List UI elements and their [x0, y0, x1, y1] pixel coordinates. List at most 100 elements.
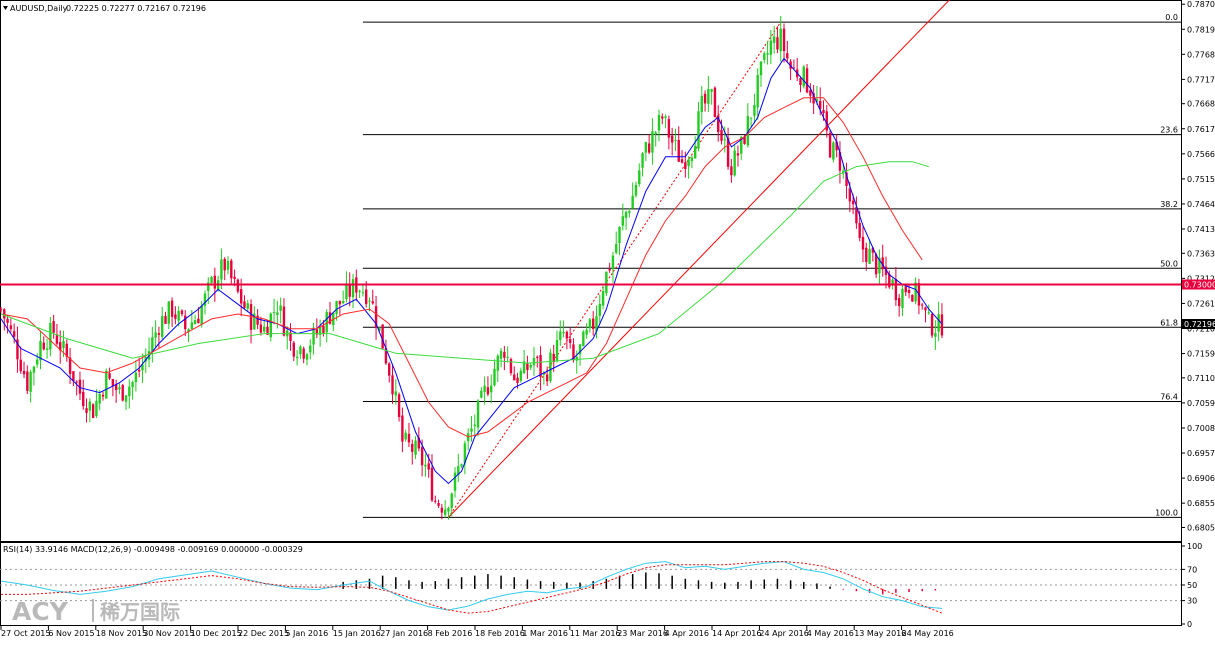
candle — [506, 346, 509, 363]
price-tick-label: 0.78195 — [1187, 25, 1215, 34]
candle-body — [559, 331, 562, 341]
candle-body — [819, 100, 822, 109]
candle — [98, 390, 101, 411]
candle — [641, 152, 644, 177]
candle-body — [858, 222, 861, 238]
candle-body — [763, 53, 766, 60]
candle — [0, 307, 3, 313]
candle-body — [26, 371, 29, 391]
candle-body — [52, 321, 55, 333]
candle-body — [700, 95, 703, 113]
time-tick-label: 10 Dec 2015 — [191, 629, 242, 638]
candle-body — [65, 343, 68, 357]
candle — [78, 371, 82, 401]
candle — [799, 76, 802, 93]
candle — [440, 503, 444, 520]
candle-body — [187, 329, 190, 332]
indicator-tick-label: 100 — [1187, 542, 1202, 551]
candle-body — [318, 325, 322, 335]
candle — [562, 320, 565, 338]
candle — [776, 26, 779, 54]
candle-body — [447, 507, 450, 512]
candle-body — [615, 244, 618, 253]
ma-line-2 — [0, 161, 929, 364]
candle-body — [345, 284, 348, 300]
candle-body — [263, 326, 266, 332]
candle — [184, 310, 187, 337]
collapse-triangle-icon[interactable] — [3, 6, 8, 10]
candle-body — [16, 339, 19, 360]
candle-body — [332, 312, 335, 326]
candle — [871, 247, 875, 262]
candle — [522, 349, 526, 375]
candle — [805, 64, 809, 94]
candle-body — [91, 404, 95, 418]
candle — [26, 365, 29, 395]
time-tick-label: 4 May 2016 — [807, 629, 854, 638]
candle — [707, 75, 710, 112]
candle — [526, 355, 529, 379]
watermark-cn: 稀万国际 — [100, 600, 180, 624]
candle — [595, 305, 598, 339]
candle — [295, 349, 299, 366]
candle — [690, 155, 694, 169]
candle — [450, 492, 453, 517]
candle — [828, 130, 832, 159]
candle-body — [703, 93, 707, 104]
candle-body — [3, 309, 6, 319]
candle-body — [924, 307, 927, 311]
candle — [253, 306, 256, 330]
candle — [539, 346, 542, 391]
candle-body — [782, 28, 786, 52]
candle-body — [503, 351, 506, 358]
candle-body — [434, 500, 437, 502]
candle — [519, 367, 523, 383]
candle-body — [608, 269, 611, 271]
candle — [279, 297, 282, 324]
candle-body — [414, 440, 417, 455]
candle-body — [309, 345, 312, 353]
indicator-panel: 100 70 50 30 0 RSI(14) 33.9146 MACD(12,26,9)… — [0, 542, 1202, 629]
candle — [608, 262, 611, 273]
candle — [407, 422, 411, 448]
candle — [753, 93, 756, 124]
candle — [151, 326, 154, 363]
candle — [177, 306, 180, 327]
candle-body — [253, 313, 256, 330]
candle-body — [592, 318, 595, 329]
candle-body — [12, 331, 16, 337]
time-tick-label: 24 Apr 2016 — [759, 629, 808, 638]
candle — [490, 374, 493, 404]
candle — [552, 344, 555, 372]
candle-body — [690, 157, 694, 162]
candle-body — [170, 300, 174, 317]
candle — [29, 369, 32, 403]
candle-body — [693, 145, 697, 159]
candle — [855, 196, 858, 229]
candle — [118, 383, 121, 395]
candle-body — [177, 310, 180, 321]
candle-body — [282, 306, 286, 336]
candle-body — [549, 352, 552, 381]
candle-body — [335, 301, 338, 314]
candle-body — [259, 324, 263, 333]
watermark-logo: ACY 稀万国际 — [12, 597, 180, 626]
candle-body — [509, 359, 513, 374]
time-tick-label: 5 Jan 2016 — [285, 629, 328, 638]
candle — [394, 379, 397, 405]
candle-body — [618, 226, 621, 244]
candle — [473, 414, 476, 436]
candle-body — [888, 274, 891, 288]
candle — [897, 293, 901, 317]
candle — [874, 252, 878, 279]
candle-body — [29, 371, 32, 392]
candle — [667, 115, 671, 150]
candle-body — [611, 255, 615, 270]
candle — [22, 361, 26, 379]
time-tick-label: 22 Dec 2015 — [238, 629, 289, 638]
candle-body — [121, 385, 124, 401]
candle-body — [664, 116, 667, 118]
